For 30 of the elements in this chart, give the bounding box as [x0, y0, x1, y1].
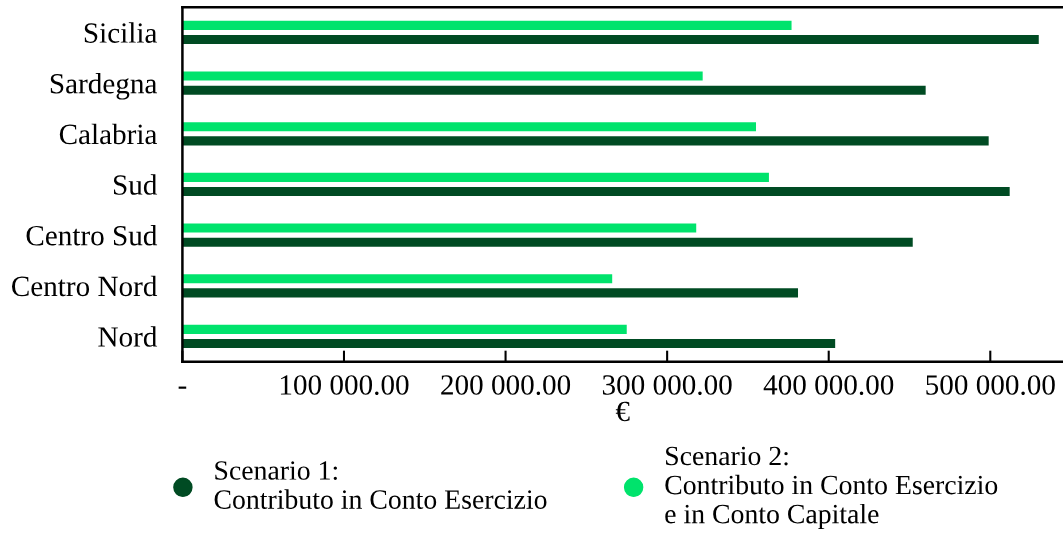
- y-tick-label: Centro Nord: [11, 275, 158, 297]
- x-tick-label: -: [178, 386, 187, 389]
- legend-label: Scenario 2: Contributo in Conto Esercizio e in Conto Capitale: [665, 446, 998, 530]
- y-tick-label: Nord: [98, 326, 158, 347]
- bar: [182, 85, 926, 95]
- y-tick-label: Sicilia: [84, 22, 158, 43]
- bar: [182, 338, 836, 349]
- bar: [182, 122, 757, 132]
- bar: [182, 288, 799, 298]
- bar: [182, 35, 1039, 45]
- bar: [182, 20, 792, 30]
- bar: [182, 172, 769, 182]
- legend-label: Scenario 1: Contributo in Conto Esercizio: [214, 461, 547, 509]
- x-tick-label: 500 000.00: [926, 375, 1055, 395]
- y-tick-label: Sardegna: [50, 73, 158, 100]
- bar: [182, 187, 1010, 197]
- x-tick-label: 300 000.00: [602, 375, 732, 395]
- bar: [182, 71, 703, 81]
- bar: [182, 136, 989, 146]
- x-axis-title: €: [615, 401, 630, 422]
- y-tick-label: Sud: [113, 174, 158, 195]
- x-tick-label: 100 000.00: [280, 375, 409, 395]
- bar: [182, 237, 913, 247]
- bar: [182, 324, 627, 334]
- y-tick-label: Calabria: [59, 123, 158, 145]
- bar: [182, 274, 613, 284]
- x-tick-label: 400 000.00: [763, 375, 894, 395]
- bar: [182, 223, 697, 233]
- x-tick-label: 200 000.00: [441, 375, 571, 395]
- y-tick-label: Centro Sud: [26, 225, 158, 246]
